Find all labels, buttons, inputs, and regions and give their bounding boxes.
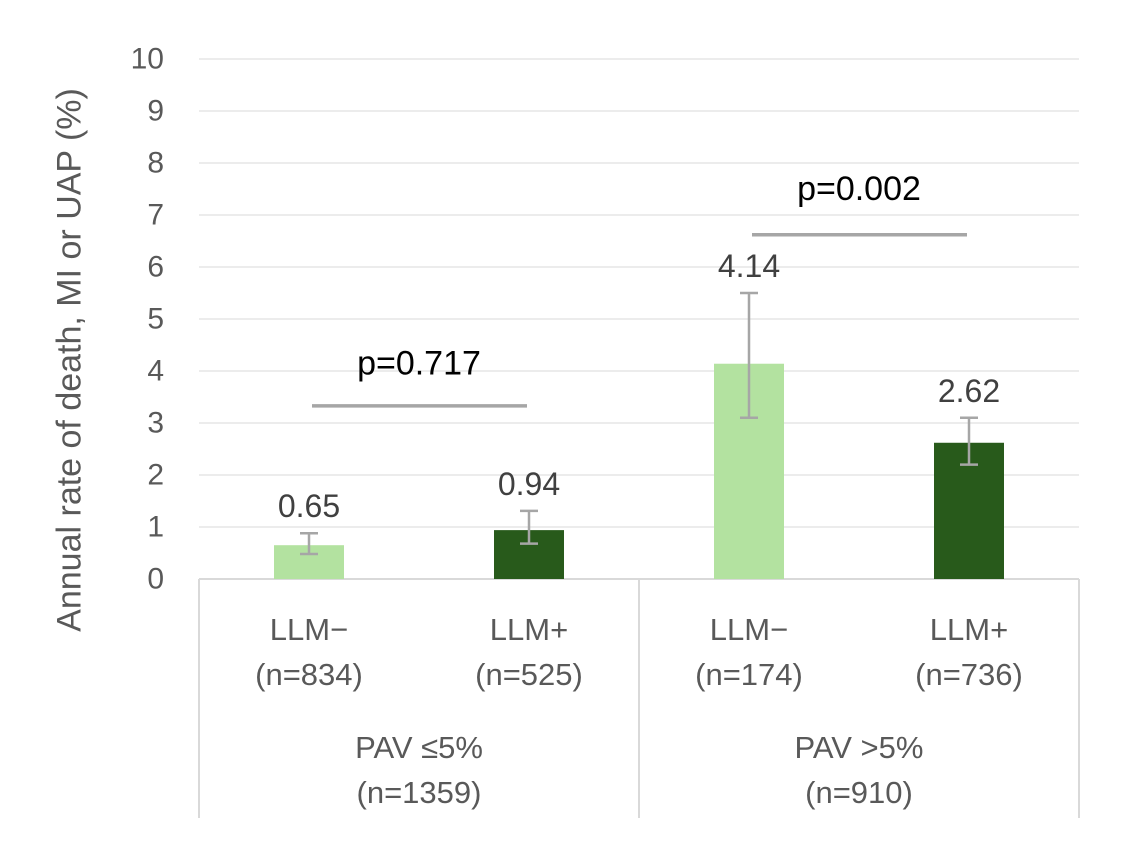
y-tick-label: 5 <box>147 303 164 336</box>
y-tick-label: 9 <box>147 95 164 128</box>
y-tick-label: 10 <box>131 43 164 76</box>
y-tick-label: 8 <box>147 147 164 180</box>
group-label: PAV >5% <box>795 730 924 765</box>
category-n-label: (n=174) <box>695 657 803 692</box>
category-n-label: (n=834) <box>255 657 363 692</box>
group-label: PAV ≤5% <box>355 730 483 765</box>
y-tick-label: 4 <box>147 355 164 388</box>
y-tick-label: 6 <box>147 251 164 284</box>
category-label: LLM+ <box>930 612 1008 647</box>
y-tick-label: 2 <box>147 459 164 492</box>
data-label: 0.94 <box>498 466 560 502</box>
p-value-label: p=0.002 <box>797 170 921 208</box>
y-tick-label: 7 <box>147 199 164 232</box>
y-tick-label: 3 <box>147 407 164 440</box>
y-tick-label: 1 <box>147 511 164 544</box>
data-label: 0.65 <box>278 488 340 524</box>
group-n-label: (n=1359) <box>357 775 482 810</box>
data-label: 4.14 <box>718 248 780 284</box>
group-n-label: (n=910) <box>805 775 913 810</box>
category-label: LLM− <box>710 612 788 647</box>
p-value-label: p=0.717 <box>357 345 481 383</box>
data-label: 2.62 <box>938 373 1000 409</box>
category-label: LLM+ <box>490 612 568 647</box>
category-label: LLM− <box>270 612 348 647</box>
category-n-label: (n=525) <box>475 657 583 692</box>
category-n-label: (n=736) <box>915 657 1023 692</box>
y-tick-label: 0 <box>147 563 164 596</box>
